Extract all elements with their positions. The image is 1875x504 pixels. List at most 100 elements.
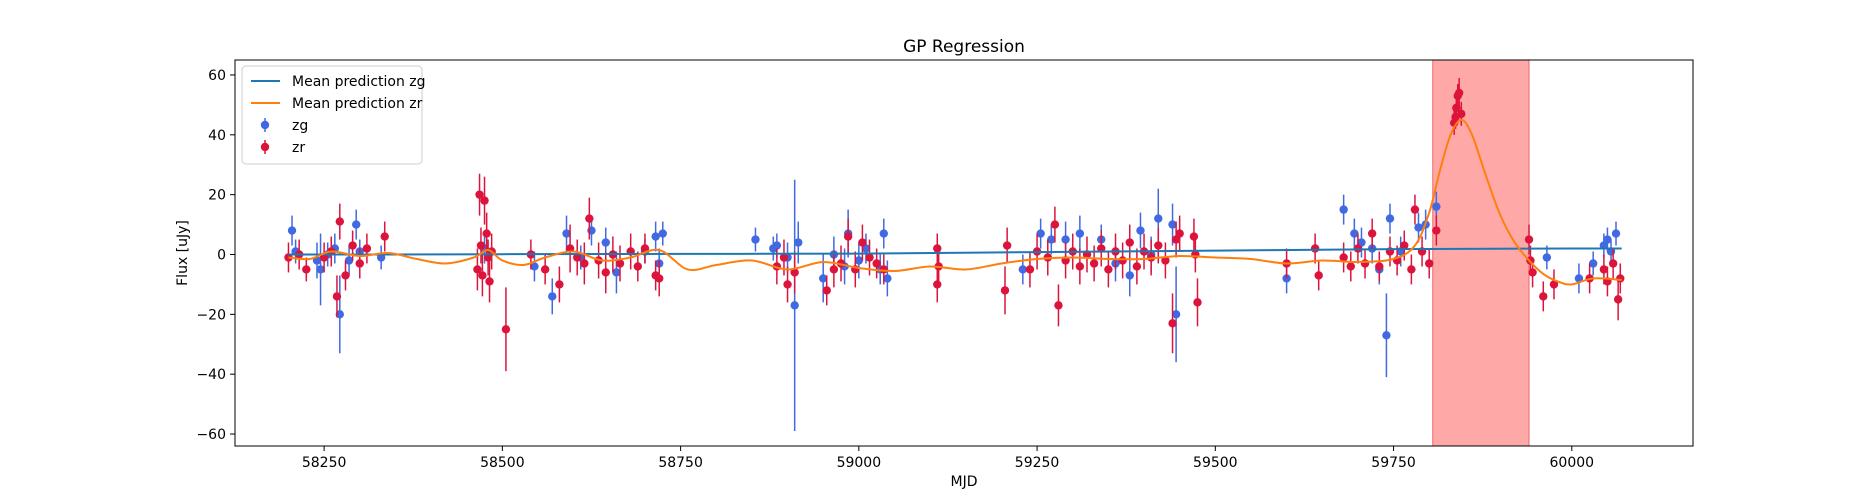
point-zg-27 (790, 301, 799, 310)
plot-area (284, 60, 1625, 446)
point-zr-10 (362, 244, 372, 253)
legend-label-3: zr (292, 140, 305, 156)
highlight-region (1432, 60, 1530, 446)
line-mean-prediction-zg (288, 247, 1622, 256)
point-zg-25 (772, 241, 782, 250)
point-zg-49 (1168, 220, 1177, 229)
point-zg-67 (1603, 235, 1612, 244)
point-zr-2 (302, 265, 311, 274)
x-tick-label-0: 58250 (302, 455, 347, 471)
point-zr-23 (540, 265, 550, 274)
point-zr-54 (1000, 286, 1010, 295)
point-zr-49 (872, 259, 881, 268)
point-zr-28 (585, 214, 594, 223)
x-tick-label-3: 59000 (837, 455, 882, 471)
point-zr-26 (573, 253, 582, 262)
legend-swatch-3 (260, 142, 270, 152)
y-tick-label-4: 20 (208, 188, 226, 204)
x-tick-label-6: 59750 (1371, 455, 1416, 471)
x-axis-label: MJD (951, 474, 978, 490)
point-zr-34 (633, 262, 643, 271)
point-zr-27 (580, 259, 589, 268)
point-zg-48 (1154, 214, 1163, 223)
point-zg-6 (335, 310, 345, 319)
point-zr-11 (380, 232, 389, 241)
point-zg-3 (316, 265, 325, 274)
point-zg-53 (1350, 229, 1359, 238)
point-zr-107 (1528, 268, 1537, 277)
point-zg-65 (1588, 259, 1598, 268)
axes-frame (234, 59, 1694, 447)
point-zg-69 (1611, 229, 1621, 238)
point-zg-13 (548, 292, 557, 301)
point-zr-8 (348, 241, 357, 250)
legend: Mean prediction zg Mean prediction zr zg zr (241, 65, 426, 165)
y-axis-label: Flux [uJy] (175, 220, 191, 286)
point-zr-94 (1407, 265, 1416, 274)
point-zr-52 (933, 244, 942, 253)
point-zg-23 (751, 235, 760, 244)
point-zg-18 (612, 268, 621, 277)
point-zr-78 (1175, 229, 1184, 238)
point-zg-33 (854, 256, 864, 265)
point-zr-79 (1189, 232, 1199, 241)
point-zg-42 (1075, 229, 1085, 238)
point-zr-13 (475, 190, 484, 199)
point-zg-57 (1382, 331, 1391, 340)
point-zg-64 (1574, 274, 1584, 283)
point-zr-81 (1193, 298, 1202, 307)
point-zg-20 (651, 232, 660, 241)
y-tick-label-3: 0 (217, 247, 226, 263)
point-zr-47 (858, 238, 867, 247)
point-zr-9 (355, 259, 364, 268)
point-zr-108 (1539, 292, 1548, 301)
point-zr-74 (1154, 241, 1163, 250)
point-zr-30 (601, 268, 610, 277)
point-zr-48 (865, 253, 874, 262)
point-zr-103 (1454, 88, 1464, 98)
point-zr-70 (1125, 238, 1134, 247)
point-zg-45 (1125, 271, 1134, 280)
point-zg-28 (794, 238, 803, 247)
point-zr-37 (655, 274, 664, 283)
point-zr-65 (1089, 259, 1099, 268)
point-zr-69 (1118, 256, 1127, 265)
y-tick-label-6: 60 (208, 68, 226, 84)
point-zg-16 (587, 226, 596, 235)
point-zg-46 (1136, 226, 1145, 235)
point-zr-109 (1549, 280, 1559, 289)
point-zg-14 (562, 229, 571, 238)
point-zr-32 (615, 259, 625, 268)
point-zr-59 (1050, 220, 1060, 229)
x-tick-label-1: 58500 (480, 455, 525, 471)
point-zr-55 (1002, 241, 1012, 250)
x-tick-label-2: 58750 (658, 455, 703, 471)
point-zr-60 (1054, 301, 1063, 310)
chart-title: GP Regression (903, 37, 1025, 57)
point-zr-76 (1168, 319, 1177, 328)
point-zg-0 (287, 226, 297, 235)
y-tick-label-2: −20 (196, 307, 226, 323)
point-zg-17 (601, 238, 610, 247)
point-zr-12 (473, 265, 482, 274)
point-zg-58 (1385, 214, 1395, 223)
point-zg-8 (352, 220, 361, 229)
point-zr-14 (476, 241, 486, 250)
x-tick-label-5: 59500 (1193, 455, 1238, 471)
point-zr-104 (1457, 109, 1466, 119)
point-zg-7 (344, 256, 354, 265)
point-zr-89 (1367, 229, 1377, 238)
point-zr-67 (1104, 265, 1113, 274)
point-zr-5 (332, 292, 342, 301)
legend-label-0: Mean prediction zg (292, 74, 426, 90)
point-zg-36 (879, 229, 888, 238)
point-zr-24 (555, 280, 564, 289)
point-zr-90 (1375, 262, 1384, 271)
line-mean-prediction-zr (288, 118, 1622, 286)
series-zg (287, 179, 1621, 432)
legend-label-2: zg (292, 118, 308, 134)
point-zr-105 (1524, 235, 1534, 244)
point-zr-6 (335, 217, 345, 226)
